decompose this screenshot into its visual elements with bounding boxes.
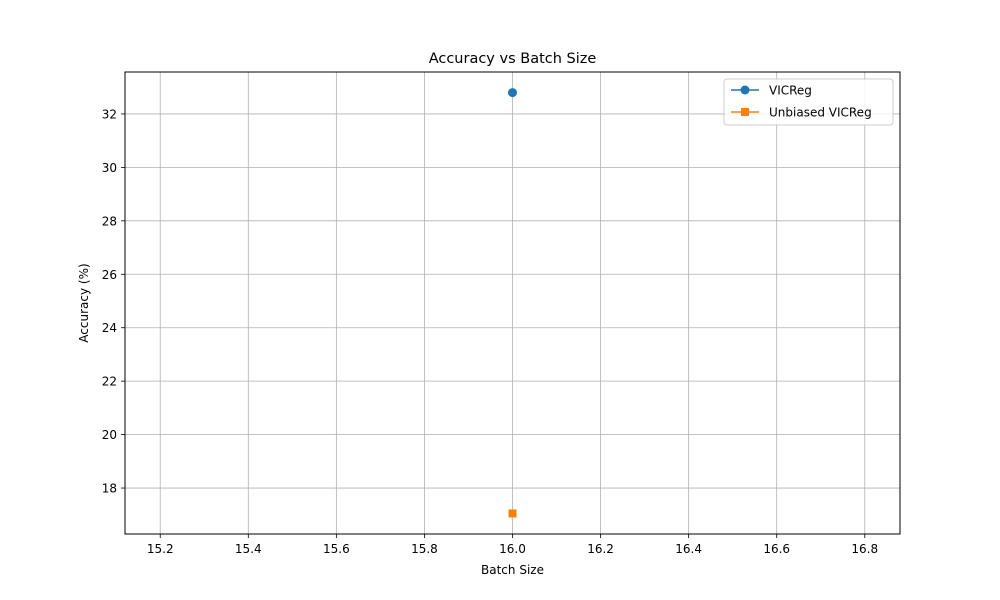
chart-title: Accuracy vs Batch Size [429,51,597,67]
y-tick-label: 26 [102,268,117,282]
x-axis-label: Batch Size [481,563,544,577]
x-tick-label: 15.6 [323,542,350,556]
x-tick-label: 16.0 [499,542,526,556]
x-tick-label: 15.4 [235,542,262,556]
data-marks [508,88,517,518]
legend-label-unbiased-vicreg: Unbiased VICReg [769,106,872,120]
legend-box [723,78,894,126]
y-tick-label: 18 [102,482,117,496]
legend-entry-unbiased-vicreg: Unbiased VICReg [731,106,872,120]
y-tick-label: 22 [102,375,117,389]
x-tick-label: 15.2 [147,542,174,556]
y-tick-label: 20 [102,428,117,442]
legend: VICReg Unbiased VICReg [723,78,894,126]
data-point-vicreg [508,88,517,98]
x-tick-label: 15.8 [411,542,438,556]
legend-label-vicreg: VICReg [769,84,812,98]
x-tick-label: 16.6 [763,542,790,556]
y-tick-label: 30 [102,161,117,175]
legend-entry-vicreg: VICReg [731,84,812,98]
axis-ticks: 15.2 15.4 15.6 15.8 16.0 16.2 16.4 16.6 16.8 18 20… [102,107,878,556]
y-tick-label: 28 [102,214,117,228]
legend-marker-vicreg [740,85,750,95]
y-axis-label: Accuracy (%) [77,263,91,342]
legend-marker-unbiased-vicreg [741,108,749,116]
y-tick-label: 24 [102,321,117,335]
x-tick-label: 16.4 [675,542,702,556]
grid [125,72,900,534]
y-tick-label: 32 [102,107,117,121]
x-tick-label: 16.8 [851,542,878,556]
x-tick-label: 16.2 [587,542,614,556]
data-point-unbiased-vicreg [508,509,517,518]
